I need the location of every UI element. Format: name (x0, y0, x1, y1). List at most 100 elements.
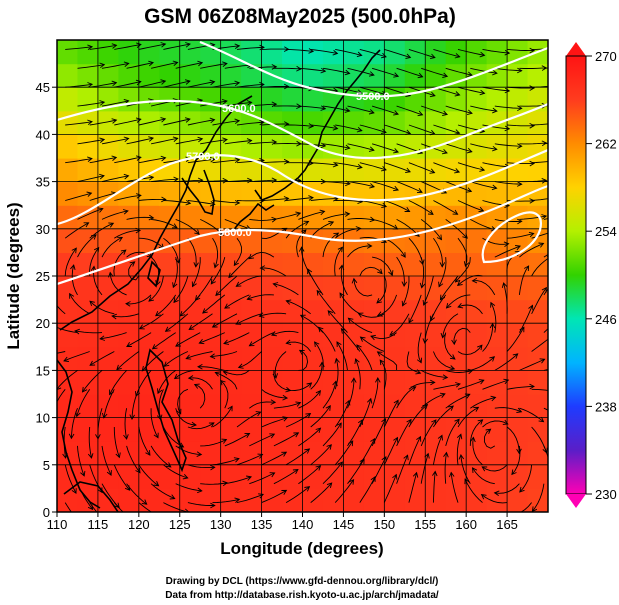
x-tick-label: 160 (455, 517, 477, 532)
temperature-cell (77, 441, 98, 465)
temperature-cell (487, 370, 508, 394)
temperature-cell (446, 488, 467, 512)
temperature-cell (180, 300, 201, 324)
temperature-cell (528, 323, 549, 347)
x-tick-label: 135 (251, 517, 273, 532)
streamline-arrow (554, 83, 559, 88)
temperature-cell (57, 418, 78, 442)
colorbar-lower-arrow (566, 494, 586, 508)
temperature-cell (57, 347, 78, 371)
temperature-cell (425, 465, 446, 489)
temperature-cell (507, 300, 528, 324)
temperature-cell (323, 205, 344, 229)
temperature-cell (446, 158, 467, 182)
temperature-cell (446, 323, 467, 347)
temperature-cell (446, 229, 467, 253)
temperature-cell (180, 394, 201, 418)
temperature-cell (487, 347, 508, 371)
x-tick-label: 115 (88, 517, 109, 532)
temperature-cell (405, 370, 426, 394)
temperature-cell (343, 64, 364, 88)
temperature-cell (159, 111, 180, 135)
temperature-cell (241, 252, 262, 276)
contour-label: 5600.0 (222, 103, 256, 115)
temperature-cell (323, 488, 344, 512)
temperature-cell (507, 111, 528, 135)
temperature-cell (323, 158, 344, 182)
streamline-arrow (554, 389, 559, 394)
temperature-cell (98, 40, 119, 64)
y-tick-label: 10 (36, 411, 50, 426)
temperature-cell (303, 111, 324, 135)
temperature-cell (507, 64, 528, 88)
temperature-cell (487, 158, 508, 182)
temperature-cell (241, 465, 262, 489)
y-tick-label: 20 (36, 316, 50, 331)
temperature-cell (528, 111, 549, 135)
temperature-cell (384, 205, 405, 229)
temperature-cell (180, 64, 201, 88)
temperature-cell (384, 347, 405, 371)
temperature-cell (77, 87, 98, 111)
temperature-cell (200, 111, 221, 135)
y-axis-label: Latitude (degrees) (4, 202, 23, 349)
temperature-cell (466, 370, 487, 394)
temperature-cell (139, 182, 160, 206)
temperature-cell (159, 441, 180, 465)
temperature-cell (241, 182, 262, 206)
temperature-cell (98, 394, 119, 418)
temperature-cell (282, 465, 303, 489)
temperature-cell (528, 394, 549, 418)
y-axis: 051015202530354045 (36, 80, 57, 520)
temperature-cell (303, 441, 324, 465)
temperature-cell (77, 276, 98, 300)
temperature-cell (343, 111, 364, 135)
temperature-cell (405, 182, 426, 206)
streamline-arrow (554, 46, 559, 51)
temperature-cell (487, 300, 508, 324)
temperature-cell (446, 300, 467, 324)
x-tick-label: 165 (496, 517, 518, 532)
colorbar-tick-label: 254 (595, 224, 617, 239)
temperature-cell (364, 370, 385, 394)
colorbar: 230238246254262270 (566, 42, 617, 508)
colorbar-ticks: 230238246254262270 (586, 49, 617, 502)
temperature-cell (159, 465, 180, 489)
temperature-cell (364, 64, 385, 88)
temperature-cell (262, 276, 283, 300)
temperature-cell (446, 441, 467, 465)
temperature-cell (446, 87, 467, 111)
temperature-cell (425, 64, 446, 88)
figure: GSM 06Z08May2025 (500.0hPa) 5500.0 5600.… (0, 0, 619, 605)
temperature-cell (303, 394, 324, 418)
footer-drawing-credit: Drawing by DCL (https://www.gfd-dennou.o… (166, 576, 439, 587)
y-tick-label: 5 (43, 458, 50, 473)
temperature-cell (507, 370, 528, 394)
temperature-cell (77, 134, 98, 158)
temperature-cell (487, 394, 508, 418)
temperature-cell (241, 347, 262, 371)
temperature-cell (528, 370, 549, 394)
temperature-cell (323, 347, 344, 371)
temperature-cell (405, 347, 426, 371)
temperature-cell (487, 465, 508, 489)
temperature-cell (282, 418, 303, 442)
temperature-cell (180, 40, 201, 64)
streamline-arrow (554, 195, 559, 200)
temperature-cell (118, 370, 139, 394)
y-tick-label: 40 (36, 127, 50, 142)
temperature-cell (343, 205, 364, 229)
x-tick-label: 130 (210, 517, 232, 532)
y-tick-label: 0 (43, 505, 50, 520)
temperature-cell (200, 465, 221, 489)
y-tick-label: 25 (36, 269, 50, 284)
temperature-cell (180, 441, 201, 465)
temperature-cell (57, 182, 78, 206)
streamline-arrow (157, 514, 162, 518)
temperature-cell (384, 229, 405, 253)
temperature-cell (466, 134, 487, 158)
x-tick-label: 150 (373, 517, 395, 532)
temperature-cell (323, 111, 344, 135)
temperature-cell (118, 394, 139, 418)
temperature-cell (384, 182, 405, 206)
